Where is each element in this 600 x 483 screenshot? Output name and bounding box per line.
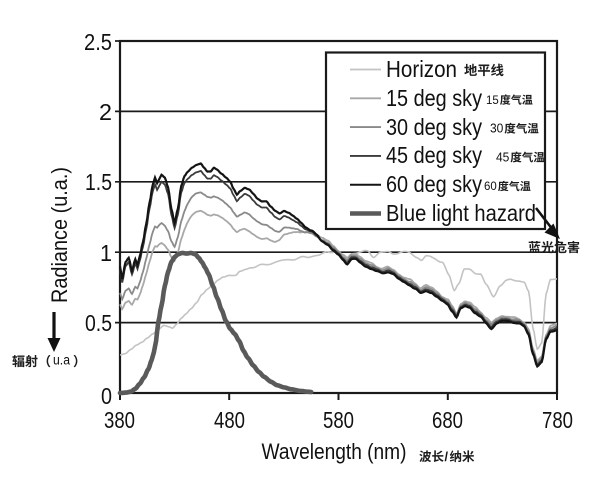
svg-text:480: 480 (214, 407, 245, 433)
svg-text:15 deg sky: 15 deg sky (386, 85, 482, 111)
svg-text:Horizon: Horizon (386, 56, 457, 82)
svg-text:15: 15 (486, 93, 499, 107)
svg-text:Wavelength (nm): Wavelength (nm) (262, 439, 407, 464)
svg-text:0: 0 (101, 383, 112, 409)
svg-text:/: / (445, 450, 449, 464)
svg-text:0.5: 0.5 (85, 310, 112, 336)
svg-text:45: 45 (496, 150, 509, 164)
svg-text:60 deg sky: 60 deg sky (386, 171, 482, 197)
svg-text:1.5: 1.5 (85, 169, 112, 195)
svg-text:2.5: 2.5 (84, 29, 112, 55)
svg-text:60: 60 (484, 179, 497, 193)
svg-text:30: 30 (490, 122, 503, 136)
svg-text:45 deg sky: 45 deg sky (386, 142, 482, 168)
svg-text:580: 580 (323, 407, 354, 433)
svg-text:780: 780 (542, 407, 573, 433)
svg-text:380: 380 (104, 407, 135, 433)
svg-text:2: 2 (99, 99, 112, 125)
svg-text:Blue light hazard: Blue light hazard (386, 200, 536, 226)
svg-text:680: 680 (432, 407, 463, 433)
svg-text:1: 1 (100, 240, 112, 266)
svg-text:u.a: u.a (53, 353, 70, 368)
svg-text:30 deg sky: 30 deg sky (386, 114, 482, 140)
svg-text:Radiance (u.a.): Radiance (u.a.) (47, 167, 72, 303)
